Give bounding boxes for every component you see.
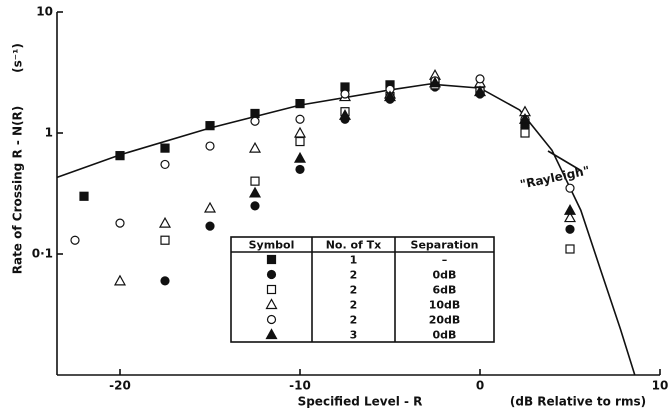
- data-point: [250, 201, 260, 211]
- data-point: [160, 235, 170, 245]
- legend-tx: 2: [350, 314, 358, 327]
- legend-symbol: [266, 284, 277, 295]
- x-tick-label: -10: [289, 379, 311, 393]
- legend-separation: 6dB: [433, 284, 457, 297]
- data-point: [250, 108, 260, 119]
- data-point: [205, 141, 215, 151]
- legend-symbol: [265, 328, 278, 340]
- legend-tx: 2: [350, 284, 358, 297]
- y-tick-label: 0·1: [32, 247, 53, 261]
- data-point: [563, 211, 577, 223]
- data-point: [293, 126, 307, 138]
- y-axis-label: Rate of Crossing R - N(R): [11, 106, 25, 275]
- y-axis-unit: (s⁻¹): [11, 43, 25, 73]
- data-point: [565, 183, 575, 193]
- data-point: [115, 151, 125, 161]
- annotation-arrow: [547, 150, 581, 171]
- legend-symbol: [266, 314, 277, 325]
- data-point: [205, 121, 215, 131]
- data-point: [160, 276, 170, 286]
- data-point: [248, 186, 262, 198]
- legend-header: Separation: [411, 239, 479, 252]
- data-point: [295, 164, 305, 175]
- data-point: [340, 89, 350, 99]
- data-point: [79, 191, 89, 201]
- legend-symbol: [266, 269, 277, 280]
- data-point: [113, 274, 127, 286]
- legend-symbol: [266, 254, 277, 265]
- data-point: [565, 244, 575, 254]
- data-point: [250, 116, 260, 126]
- data-point: [428, 76, 442, 88]
- data-point: [115, 218, 125, 228]
- legend-separation: 0dB: [433, 269, 457, 282]
- data-point: [518, 112, 532, 124]
- legend-tx: 3: [350, 329, 358, 342]
- data-point: [248, 141, 262, 153]
- data-point: [70, 235, 80, 245]
- annotation: "Rayleigh": [519, 163, 591, 191]
- data-point: [205, 221, 215, 231]
- legend-separation: –: [442, 254, 448, 267]
- legend-header: Symbol: [249, 239, 295, 252]
- data-point: [338, 109, 352, 120]
- data-point: [295, 136, 305, 147]
- legend-separation: 0dB: [433, 329, 457, 342]
- data-point: [520, 128, 530, 138]
- legend-header: No. of Tx: [326, 239, 382, 252]
- legend-tx: 2: [350, 269, 358, 282]
- data-point: [475, 74, 485, 84]
- x-axis-label: Specified Level - R: [298, 395, 423, 409]
- x-tick-label: 10: [652, 379, 669, 393]
- legend-tx: 1: [350, 254, 358, 267]
- y-tick-label: 10: [36, 5, 53, 19]
- data-point: [295, 98, 305, 109]
- data-point: [565, 224, 575, 234]
- x-tick-label: -20: [109, 379, 131, 393]
- data-point: [293, 151, 307, 163]
- data-point: [203, 201, 217, 213]
- legend-symbol: [265, 298, 278, 310]
- data-point: [383, 90, 397, 102]
- data-point: [250, 176, 260, 186]
- legend-separation: 20dB: [429, 314, 461, 327]
- legend-separation: 10dB: [429, 299, 461, 312]
- x-tick-label: 0: [476, 379, 484, 393]
- data-point: [160, 143, 170, 153]
- data-point: [158, 216, 172, 228]
- y-tick-label: 1: [45, 126, 53, 140]
- data-point: [473, 85, 487, 97]
- data-point: [563, 203, 577, 215]
- legend-tx: 2: [350, 299, 358, 312]
- data-point: [295, 114, 305, 124]
- data-point: [160, 159, 170, 170]
- x-axis-unit: (dB Relative to rms): [510, 395, 646, 409]
